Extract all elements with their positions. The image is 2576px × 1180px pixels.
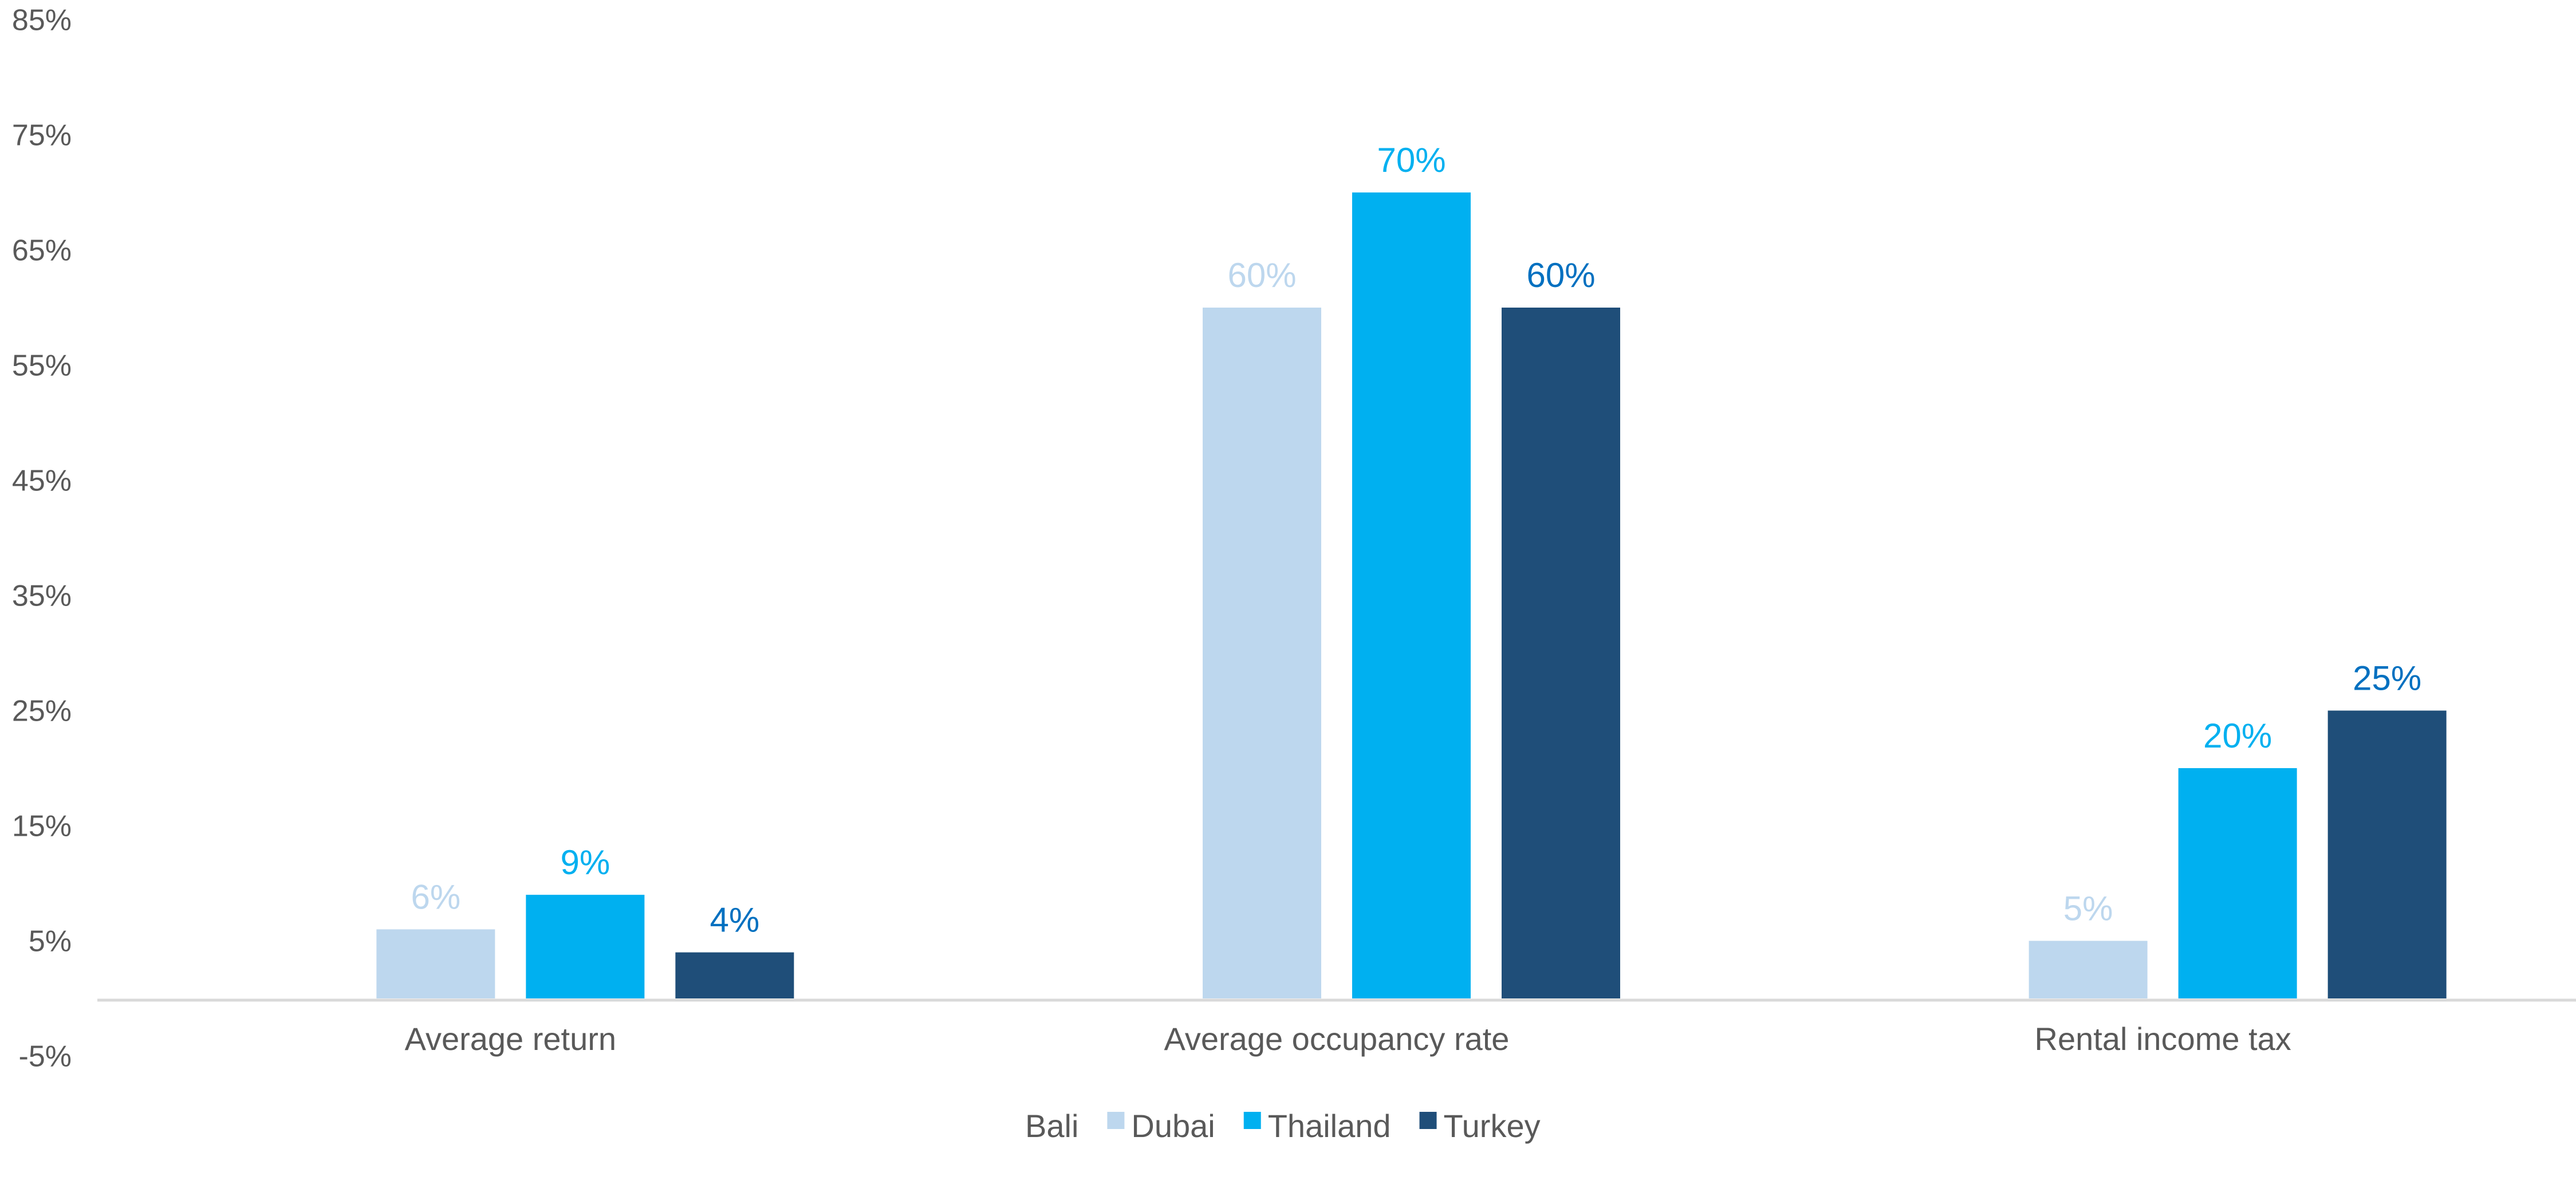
y-tick-label: 75%	[12, 119, 72, 152]
data-label: 9%	[560, 843, 610, 882]
bar-dubai	[2028, 941, 2148, 998]
bar-dubai	[1203, 308, 1321, 998]
y-tick-label: 65%	[12, 234, 72, 268]
y-tick-label: 35%	[12, 580, 72, 613]
category-label: Average return	[405, 1021, 616, 1057]
data-label: 25%	[2353, 659, 2421, 698]
legend-label-bali: Bali	[1025, 1108, 1078, 1144]
legend-label-dubai: Dubai	[1131, 1108, 1215, 1144]
data-label: 6%	[411, 878, 460, 916]
bar-turkey	[2327, 710, 2447, 998]
y-tick-label: 85%	[12, 4, 72, 37]
y-tick-label: 25%	[12, 695, 72, 728]
data-label: 60%	[1526, 256, 1595, 294]
y-tick-label: 55%	[12, 349, 72, 383]
y-tick-label: 5%	[29, 925, 72, 958]
data-label: 70%	[1377, 141, 1445, 179]
legend-swatch-turkey	[1419, 1112, 1437, 1129]
data-label: 5%	[2063, 890, 2113, 928]
y-tick-label: 15%	[12, 810, 72, 843]
legend-swatch-dubai	[1107, 1112, 1125, 1129]
bar-turkey	[675, 952, 794, 998]
y-tick-label: 45%	[12, 465, 72, 498]
legend-label-thailand: Thailand	[1268, 1108, 1391, 1144]
bar-thailand	[2178, 768, 2297, 998]
legend-label-turkey: Turkey	[1444, 1108, 1541, 1144]
data-label: 4%	[710, 901, 759, 939]
category-label: Rental income tax	[2035, 1021, 2291, 1057]
bar-turkey	[1502, 308, 1620, 998]
bar-thailand	[526, 895, 645, 998]
data-label: 20%	[2203, 717, 2272, 755]
data-label: 60%	[1227, 256, 1296, 294]
y-tick-label: -5%	[19, 1040, 72, 1073]
bar-thailand	[1352, 192, 1471, 998]
legend-swatch-thailand	[1243, 1112, 1261, 1129]
bar-dubai	[376, 929, 495, 998]
category-label: Average occupancy rate	[1164, 1021, 1510, 1057]
